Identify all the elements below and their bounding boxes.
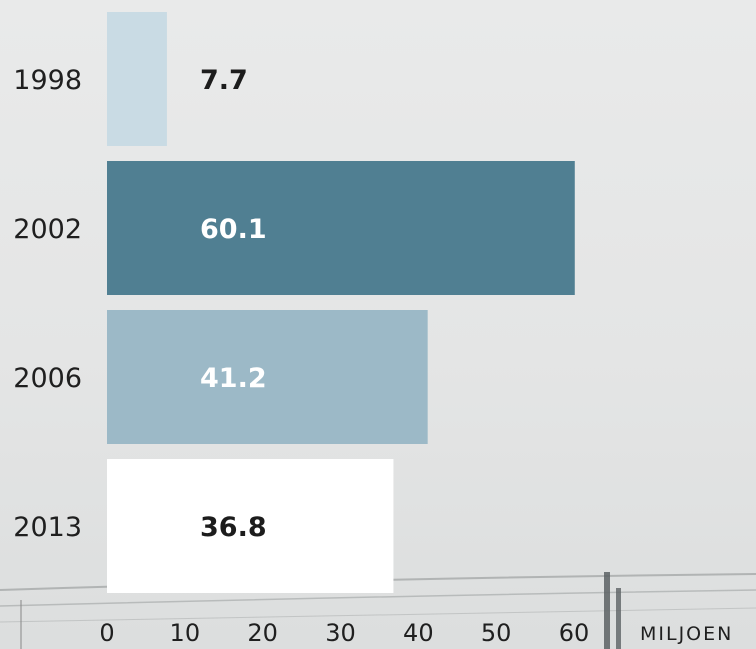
value-label-2006: 41.2 [200, 363, 267, 394]
value-label-2002: 60.1 [200, 214, 267, 245]
value-labels: 7.7 60.1 41.2 36.8 [200, 65, 267, 543]
bar-1998 [107, 12, 167, 146]
value-label-2013: 36.8 [200, 512, 267, 543]
category-label-1998: 1998 [13, 65, 82, 96]
x-tick-label-10: 10 [170, 619, 201, 647]
x-tick-label-20: 20 [247, 619, 278, 647]
x-tick-label-60: 60 [559, 619, 590, 647]
x-axis-ticks: 0 10 20 30 40 50 60 [99, 619, 589, 647]
bar-2006 [107, 310, 428, 444]
x-tick-label-40: 40 [403, 619, 434, 647]
category-label-2002: 2002 [13, 214, 82, 245]
category-labels: 1998 2002 2006 2013 [13, 65, 82, 543]
x-tick-label-0: 0 [99, 619, 114, 647]
bar-2013 [107, 459, 394, 593]
category-label-2006: 2006 [13, 363, 82, 394]
value-label-1998: 7.7 [200, 65, 248, 96]
bars-group [107, 12, 575, 593]
bar-2002 [107, 161, 575, 295]
x-tick-label-30: 30 [325, 619, 356, 647]
category-label-2013: 2013 [13, 512, 82, 543]
x-axis-unit-label: MILJOEN [640, 623, 733, 645]
x-tick-label-50: 50 [481, 619, 512, 647]
